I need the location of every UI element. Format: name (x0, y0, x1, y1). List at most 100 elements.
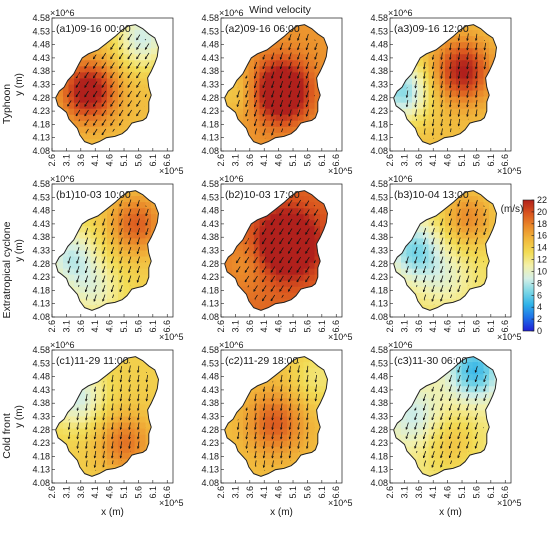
wind-arrow (423, 441, 427, 449)
wind-arrow (297, 90, 301, 98)
wind-arrow (296, 237, 301, 245)
y-tick-label: 4.38 (370, 398, 388, 408)
wind-arrow (288, 90, 292, 98)
y-tick-label: 4.53 (370, 192, 388, 202)
wind-arrow (271, 450, 274, 459)
y-tick-label: 4.58 (201, 179, 219, 189)
y-tick-label: 4.28 (32, 259, 50, 269)
wind-arrow (423, 61, 426, 70)
wind-arrow (288, 80, 292, 89)
panel-label: (a1)09-16 00:00 (56, 23, 131, 35)
y-tick-label: 4.28 (201, 93, 219, 103)
wind-arrow (93, 294, 97, 302)
wind-arrow (474, 365, 478, 373)
wind-arrow (423, 80, 426, 89)
x-tick-label: 4.1 (259, 486, 269, 499)
wind-arrow (128, 199, 132, 207)
x-axis-label: x (m) (101, 507, 124, 518)
wind-arrow (254, 422, 257, 430)
y-tick-label: 4.53 (201, 358, 219, 368)
wind-arrow (432, 128, 435, 136)
wind-arrow (111, 275, 114, 283)
y-tick-label: 4.18 (370, 285, 388, 295)
wind-arrow (237, 431, 240, 440)
x-axis-label: x (m) (270, 507, 293, 518)
wind-arrow (440, 256, 444, 264)
wind-arrow (127, 33, 132, 41)
wind-arrow (137, 441, 140, 449)
y-tick-label: 4.43 (32, 385, 50, 395)
wind-arrow (289, 441, 292, 449)
y-tick-label: 4.13 (32, 465, 50, 475)
wind-arrow (145, 208, 149, 217)
x-tick-label: 5.1 (288, 154, 298, 167)
wind-arrow (262, 109, 266, 117)
wind-arrow (245, 109, 249, 117)
y-tick-label: 4.13 (370, 465, 388, 475)
wind-arrow (127, 71, 132, 79)
y-tick-label: 4.18 (370, 119, 388, 129)
wind-arrow (287, 285, 293, 292)
wind-arrow (457, 374, 461, 383)
wind-arrow (305, 71, 309, 79)
y-tick-label: 4.33 (32, 412, 50, 422)
wind-arrow (118, 71, 124, 79)
wind-arrow (288, 52, 292, 60)
wind-arrow (119, 265, 123, 274)
wind-arrow (120, 393, 123, 402)
x-tick-label: 3.1 (230, 320, 240, 333)
colorbar-tick-label: 16 (537, 231, 547, 241)
wind-arrow (405, 265, 409, 274)
panel-b3: ×10^6 ×10^5 (b3)10-04 13:00 4.58 4.53 4.48 4.4… (370, 174, 521, 342)
wind-arrow (431, 275, 435, 283)
wind-arrow (254, 90, 258, 98)
wind-arrow (118, 119, 124, 126)
wind-arrow (111, 227, 114, 236)
x-tick-label: 5.1 (288, 320, 298, 333)
wind-arrow (136, 43, 141, 50)
wind-arrow (84, 90, 89, 98)
wind-arrow (236, 90, 240, 98)
wind-arrow (102, 284, 106, 293)
wind-arrow (296, 275, 301, 283)
wind-arrow (111, 403, 114, 411)
wind-arrow (111, 246, 114, 255)
wind-arrow (118, 62, 124, 69)
wind-arrow (94, 422, 97, 430)
wind-arrow (279, 218, 284, 226)
wind-arrow (245, 80, 249, 89)
wind-arrow (423, 450, 427, 459)
wind-arrow (93, 109, 98, 117)
wind-arrow (474, 265, 478, 274)
wind-arrow (136, 90, 141, 98)
wind-arrow (85, 256, 89, 264)
x-tick-label: 4.6 (443, 320, 453, 333)
x-tick-label: 4.6 (105, 486, 115, 499)
wind-arrow (271, 393, 274, 402)
wind-arrow (297, 422, 300, 430)
wind-arrow (474, 431, 478, 440)
wind-arrow (94, 441, 97, 449)
x-tick-label: 3.1 (230, 154, 240, 167)
wind-arrow (253, 228, 258, 235)
wind-arrow (297, 99, 301, 108)
y-tick-label: 4.43 (201, 385, 219, 395)
wind-arrow (270, 237, 276, 245)
wind-arrow (289, 374, 292, 383)
wind-arrow (457, 450, 461, 459)
wind-arrow (449, 431, 452, 440)
wind-arrow (279, 209, 284, 216)
y-tick-label: 4.38 (201, 398, 219, 408)
y-tick-label: 4.43 (370, 385, 388, 395)
wind-arrow (245, 441, 248, 449)
wind-arrow (136, 275, 140, 283)
y-tick-label: 4.33 (370, 246, 388, 256)
wind-arrow (414, 412, 418, 421)
wind-arrow (449, 256, 452, 264)
y-tick-label: 4.43 (32, 53, 50, 63)
wind-arrow (458, 61, 461, 70)
x-tick-label: 5.6 (302, 154, 312, 167)
wind-arrow (136, 199, 140, 207)
wind-arrow (449, 275, 452, 283)
